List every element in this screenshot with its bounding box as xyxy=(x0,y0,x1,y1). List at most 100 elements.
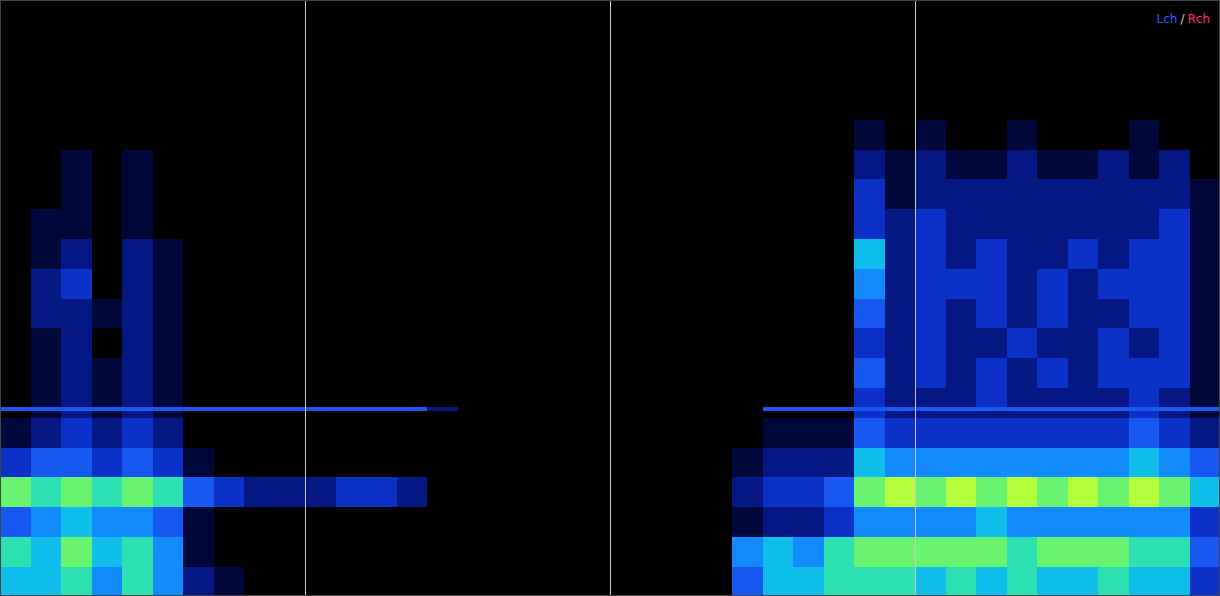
cell xyxy=(427,89,458,119)
cell xyxy=(641,149,672,179)
cell xyxy=(458,507,489,537)
cell xyxy=(427,268,458,298)
cell xyxy=(366,328,397,358)
cell xyxy=(92,410,123,418)
cell xyxy=(275,179,306,209)
cell xyxy=(519,0,550,30)
cell xyxy=(641,406,672,410)
cell xyxy=(824,387,855,407)
cell xyxy=(732,30,763,60)
cell xyxy=(549,119,580,149)
cell xyxy=(153,30,184,60)
cell xyxy=(763,209,794,239)
cell xyxy=(122,566,153,596)
cell xyxy=(92,179,123,209)
cell xyxy=(854,238,885,268)
cell xyxy=(824,410,855,418)
cell xyxy=(1068,447,1099,477)
cell xyxy=(641,387,672,407)
cell xyxy=(1159,179,1190,209)
cell xyxy=(702,60,733,90)
cell xyxy=(915,179,946,209)
cell xyxy=(946,447,977,477)
cell xyxy=(580,417,611,447)
cell xyxy=(1190,328,1220,358)
cell xyxy=(702,298,733,328)
cell xyxy=(153,328,184,358)
cell xyxy=(549,536,580,566)
cell xyxy=(610,179,641,209)
cell xyxy=(61,0,92,30)
cell xyxy=(641,536,672,566)
cell xyxy=(122,536,153,566)
cell xyxy=(1190,60,1220,90)
cell xyxy=(610,89,641,119)
cell xyxy=(397,209,428,239)
cell xyxy=(214,209,245,239)
cell xyxy=(610,477,641,507)
cell xyxy=(488,566,519,596)
cell xyxy=(885,209,916,239)
cell xyxy=(122,179,153,209)
cell xyxy=(519,447,550,477)
cell xyxy=(549,477,580,507)
cell xyxy=(976,406,1007,410)
cell xyxy=(854,89,885,119)
cell xyxy=(336,536,367,566)
cell xyxy=(549,238,580,268)
cell xyxy=(0,268,31,298)
cell xyxy=(1098,0,1129,30)
cell xyxy=(793,298,824,328)
cell xyxy=(519,566,550,596)
cell xyxy=(397,447,428,477)
cell xyxy=(61,179,92,209)
cell xyxy=(488,179,519,209)
cell xyxy=(885,566,916,596)
cell xyxy=(336,119,367,149)
cell xyxy=(244,0,275,30)
cell xyxy=(610,566,641,596)
cell xyxy=(580,477,611,507)
cell xyxy=(885,298,916,328)
cell xyxy=(1037,60,1068,90)
cell xyxy=(305,179,336,209)
cell xyxy=(92,536,123,566)
cell xyxy=(976,410,1007,418)
cell xyxy=(397,566,428,596)
cell xyxy=(702,507,733,537)
grid-line xyxy=(305,0,306,596)
cell xyxy=(976,447,1007,477)
cell xyxy=(31,387,62,407)
cell xyxy=(153,358,184,388)
cell xyxy=(366,179,397,209)
cell xyxy=(946,89,977,119)
cell xyxy=(549,30,580,60)
cell xyxy=(214,149,245,179)
cell xyxy=(366,536,397,566)
cell xyxy=(336,238,367,268)
cell xyxy=(793,209,824,239)
cell xyxy=(0,119,31,149)
cell xyxy=(580,507,611,537)
cell xyxy=(31,209,62,239)
cell xyxy=(305,566,336,596)
cell xyxy=(610,417,641,447)
cell xyxy=(610,149,641,179)
cell xyxy=(458,179,489,209)
cell xyxy=(1068,417,1099,447)
cell xyxy=(92,447,123,477)
cell xyxy=(976,507,1007,537)
cell xyxy=(641,238,672,268)
cell xyxy=(1068,209,1099,239)
cell xyxy=(519,536,550,566)
x-tick xyxy=(915,0,916,596)
cell xyxy=(793,387,824,407)
cell xyxy=(702,328,733,358)
cell xyxy=(702,0,733,30)
cell xyxy=(1068,507,1099,537)
cell xyxy=(427,298,458,328)
cell xyxy=(793,477,824,507)
cell xyxy=(763,60,794,90)
cell xyxy=(427,238,458,268)
cell xyxy=(1159,566,1190,596)
